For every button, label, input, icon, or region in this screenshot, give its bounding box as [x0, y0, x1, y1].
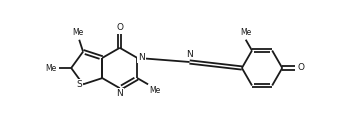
- Text: Me: Me: [149, 86, 160, 95]
- Text: O: O: [116, 23, 123, 32]
- Text: N: N: [186, 50, 193, 58]
- Text: N: N: [138, 53, 145, 62]
- Text: Me: Me: [46, 64, 57, 73]
- Text: S: S: [76, 80, 82, 89]
- Text: N: N: [116, 89, 123, 98]
- Text: Me: Me: [73, 28, 84, 38]
- Text: Me: Me: [240, 28, 251, 37]
- Text: O: O: [297, 64, 304, 72]
